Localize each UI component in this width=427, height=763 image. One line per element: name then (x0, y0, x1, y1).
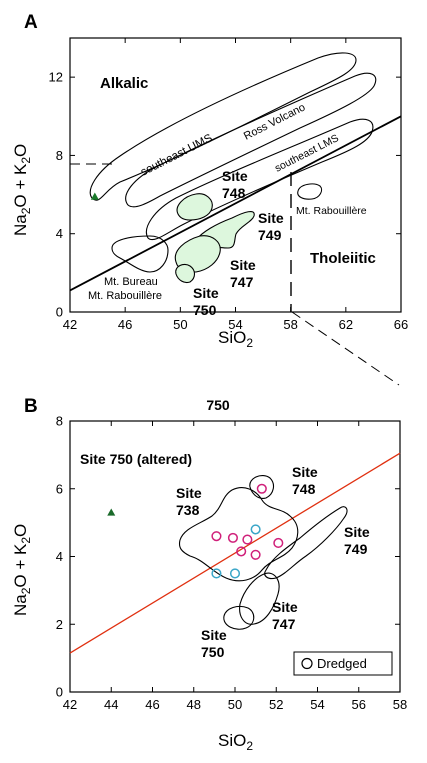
panel-b-xtick-label: 48 (187, 697, 201, 712)
panel-a-xlabel: SiO2 (218, 328, 253, 350)
panel-a-xtick-label: 46 (118, 317, 132, 332)
panel-a-xtick-label: 66 (394, 317, 408, 332)
dredged-point-cyan (229, 568, 241, 579)
panel-b-ytick-label: 4 (56, 549, 63, 564)
zoom-connector (291, 311, 400, 386)
panel-a-label: A (24, 12, 38, 33)
field-site-750 (175, 263, 196, 284)
panel-b-xtick-label: 46 (145, 697, 159, 712)
legend-label-dredged: Dredged (317, 656, 367, 671)
legend-marker-dredged (301, 657, 313, 670)
alkalic-tholeiitic-divider-b (69, 452, 401, 654)
label-site-750: Site 750 (193, 285, 219, 318)
alkalic-tholeiitic-divider (69, 115, 402, 292)
legend: Dredged (293, 651, 393, 676)
legend-box (293, 651, 393, 676)
label-site-747-b: Site 747 (272, 599, 298, 632)
label-site-750-altered: Site 750 (altered) (80, 451, 192, 467)
panel-b-ytick-label: 0 (56, 685, 63, 700)
dredged-point-cyan (250, 524, 261, 535)
panel-b-ylabel: Na2O + K2O (11, 524, 33, 616)
field-ross-volcano (125, 72, 377, 208)
dredged-point-magenta (242, 534, 253, 545)
panel-b-ytick-label: 2 (56, 617, 63, 632)
panel-b-xlabel: SiO2 (218, 731, 253, 753)
panel-b-xtick-label: 50 (228, 697, 242, 712)
dredged-point-cyan (211, 568, 222, 579)
dredged-point-magenta (236, 546, 247, 557)
panel-b-ytick-label: 6 (56, 481, 63, 496)
panel-a-ytick-label: 4 (56, 226, 63, 241)
panel-b-xtick-label: 52 (269, 697, 283, 712)
panel-b-ytick-label: 8 (56, 414, 63, 429)
label-site-747: Site 747 (230, 257, 256, 290)
field-site-748 (249, 475, 275, 499)
panel-b-xtick-label: 42 (63, 697, 77, 712)
panel-b-label: B (24, 396, 38, 417)
field-mt-rabouillere-upper (297, 183, 323, 200)
field-mt-bureau-rabouillere (111, 235, 169, 273)
panel-b-xtick-label: 44 (104, 697, 118, 712)
dredged-point-magenta (256, 483, 267, 494)
field-southeast-ums (89, 52, 357, 201)
label-site-750-b: Site 750 (201, 627, 227, 660)
field-site-747 (239, 572, 280, 625)
panel-a-ytick-label: 12 (49, 70, 63, 85)
data-point-triangle (90, 192, 99, 200)
label-tholeiitic: Tholeiitic (310, 250, 376, 267)
field-site-749 (264, 506, 348, 580)
panel-a: A 42 46 50 54 58 62 66 0 4 8 12 Alkalic Tholeiitic (11, 12, 408, 350)
panel-a-xtick-label: 54 (228, 317, 242, 332)
dredged-point-magenta (211, 531, 222, 542)
label-mt-rabouillere-lower: Mt. Rabouillère (88, 290, 162, 302)
panel-a-ytick-label: 8 (56, 148, 63, 163)
panel-a-xtick-label: 62 (339, 317, 353, 332)
dredged-point-magenta (227, 532, 238, 543)
panel-a-ytick-label: 0 (56, 305, 63, 320)
dredged-points (211, 483, 284, 579)
panel-b-xtick-label: 56 (352, 697, 366, 712)
panel-a-xtick-label: 42 (63, 317, 77, 332)
field-site-738 (178, 487, 299, 582)
altered-point-triangle (107, 508, 116, 516)
panel-a-ylabel: Na2O + K2O (11, 144, 33, 236)
label-alkalic: Alkalic (100, 75, 148, 92)
panel-b-title: 750 (206, 397, 230, 413)
label-mt-rabouillere-upper: Mt. Rabouillère (296, 205, 367, 217)
panel-a-ticks: 42 46 50 54 58 62 66 0 4 8 12 (49, 38, 408, 332)
label-site-748-b: Site 748 (292, 464, 318, 497)
label-southeast-ums: southeast UMS (139, 132, 215, 179)
dredged-point-magenta (273, 537, 284, 549)
label-site-749-b: Site 749 (344, 524, 370, 557)
panel-a-xtick-label: 50 (173, 317, 187, 332)
panel-b-xtick-label: 54 (310, 697, 324, 712)
field-site-750 (223, 605, 255, 630)
label-site-748: Site 748 (222, 168, 248, 201)
dredged-point-magenta (250, 549, 261, 560)
label-mt-bureau: Mt. Bureau (104, 276, 158, 288)
panel-a-xtick-label: 58 (283, 317, 297, 332)
field-site-748 (176, 193, 213, 221)
panel-b-xtick-label: 58 (393, 697, 407, 712)
label-site-749: Site 749 (258, 210, 284, 243)
label-site-738: Site 738 (176, 485, 202, 518)
